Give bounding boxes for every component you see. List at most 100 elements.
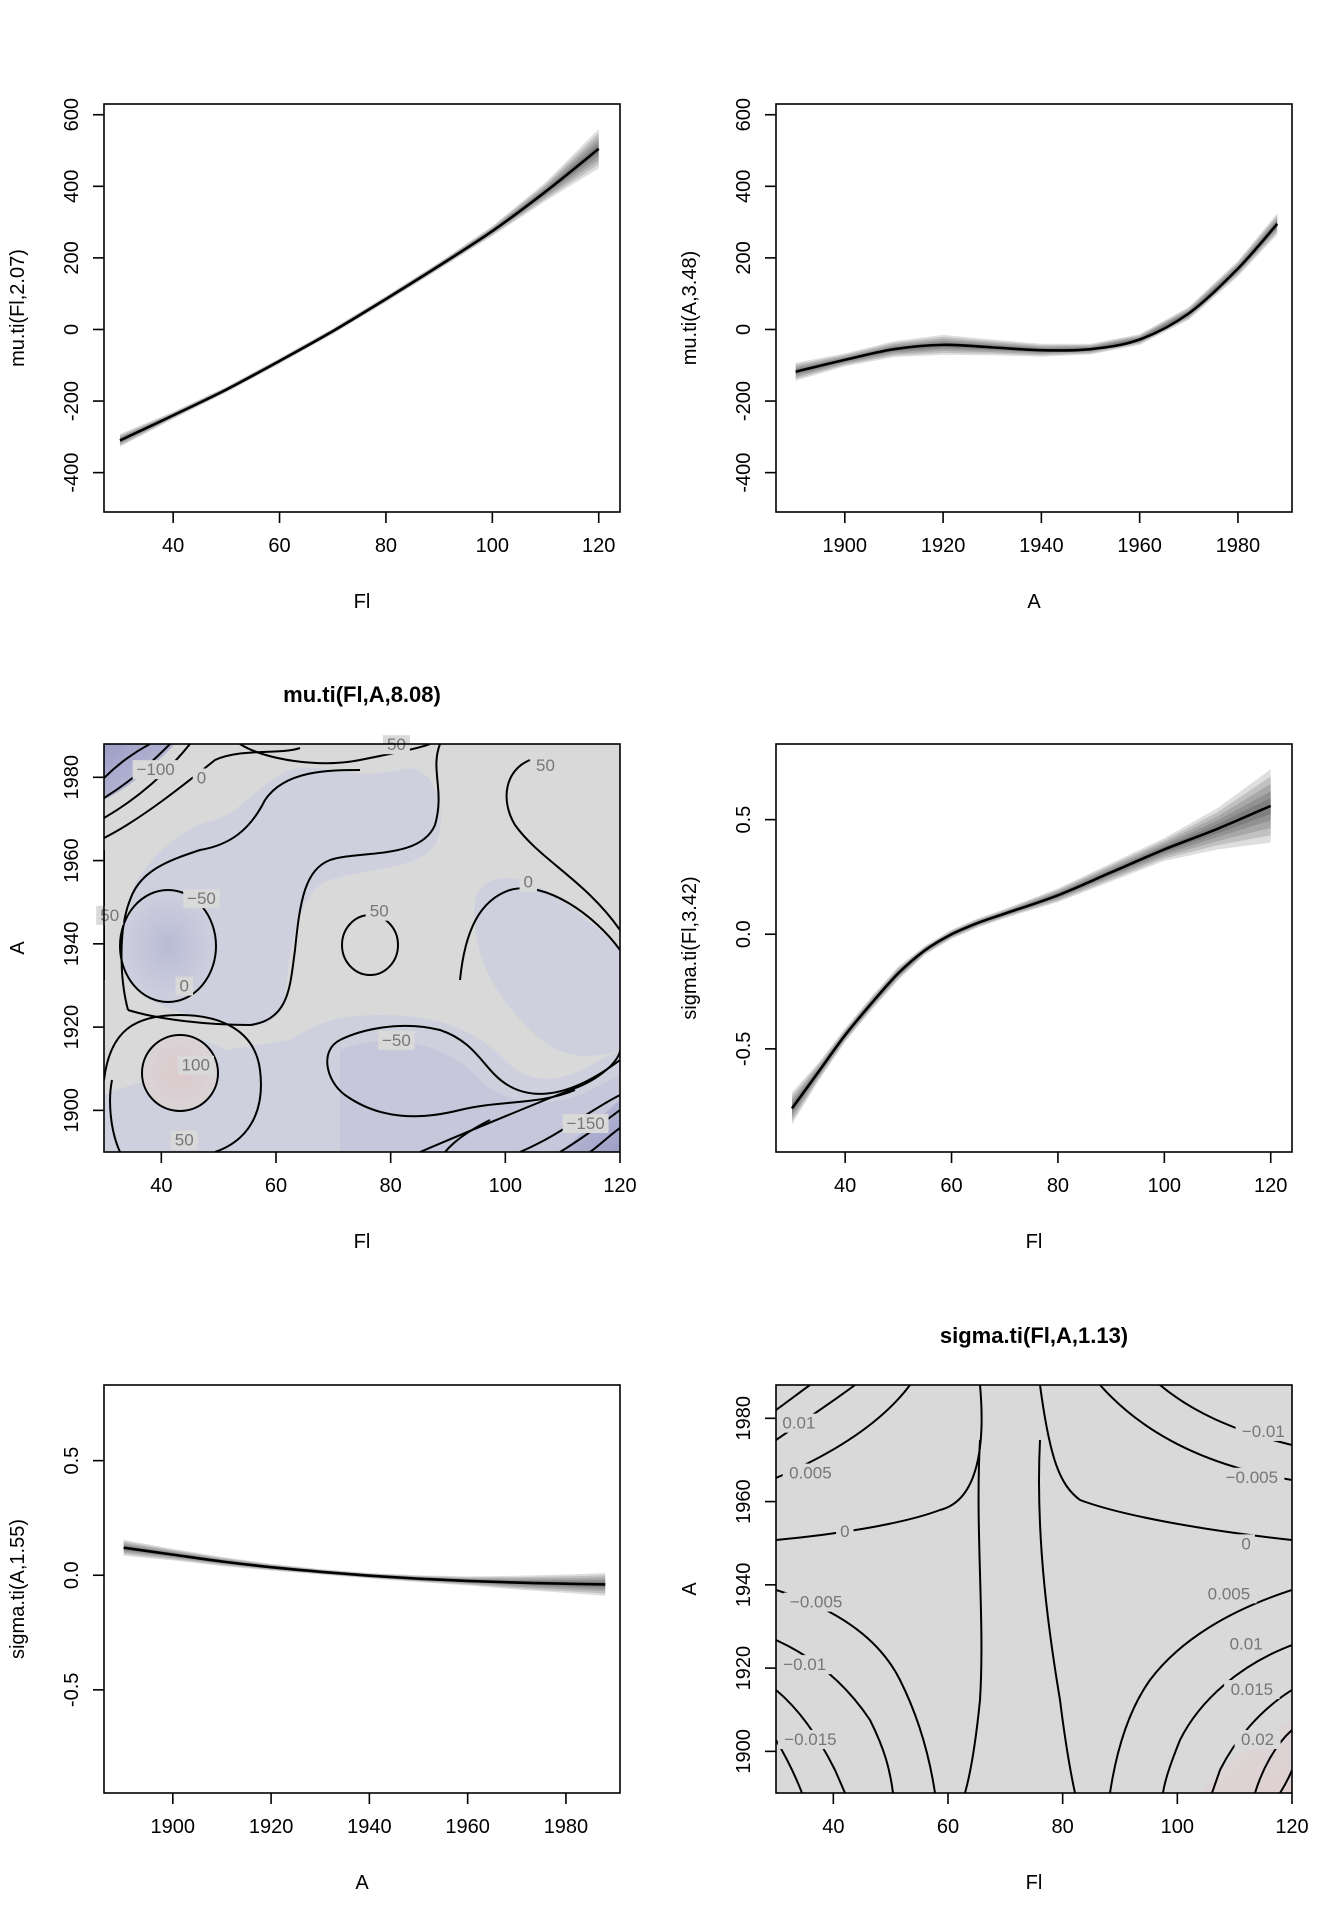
mean-curve [123, 1546, 606, 1586]
contour-label-bg [783, 1592, 849, 1612]
contour-label-bg [519, 872, 538, 892]
plot-frame [775, 1384, 1293, 1794]
y-tick-label: -400 [61, 453, 83, 493]
confidence-band [791, 769, 1271, 1125]
y-tick-label: 0 [61, 324, 83, 335]
x-tick-label: 100 [476, 535, 509, 557]
contour-label: 50 [536, 756, 555, 775]
x-axis: 1900 1920 1940 1960 1980 [151, 1793, 588, 1838]
x-tick-label: 1940 [1019, 535, 1064, 557]
x-tick-label: 60 [268, 535, 290, 557]
y-tick-label: -0.5 [733, 1032, 755, 1066]
y-tick-label: 400 [733, 170, 755, 203]
x-axis-label: A [355, 1872, 369, 1894]
y-tick-label: -0.5 [61, 1673, 83, 1707]
x-tick-label: 1920 [921, 535, 966, 557]
y-axis-label: mu.ti(Fl,2.07) [7, 249, 29, 367]
contour-label: 0.01 [782, 1414, 815, 1433]
contour-label: 0.005 [789, 1464, 832, 1483]
contour-label-bg [782, 1463, 839, 1483]
y-axis: 1900 1920 1940 1960 1980 [733, 1396, 776, 1774]
y-tick-label: 0.5 [733, 806, 755, 834]
panel-sigma-a: 1900 1920 1940 1960 1980 -0.5 0.0 0.5 A sigma.… [7, 1384, 621, 1894]
x-axis: 40 60 80 100 120 [822, 1793, 1309, 1838]
contour-label: −100 [136, 760, 174, 779]
y-axis-label: A [679, 1582, 701, 1596]
plot-frame [103, 1384, 621, 1794]
contour-label-bg [562, 1114, 609, 1134]
x-axis-label: Fl [354, 591, 371, 613]
panel-sigma-fl: 40 60 80 100 120 -0.5 0.0 0.5 Fl sigma.ti(Fl,3… [679, 743, 1293, 1253]
band-layer [791, 797, 1271, 1112]
contour-label: 0 [524, 873, 533, 892]
band-layer [791, 783, 1271, 1119]
band-layer [119, 129, 599, 447]
contour-label-bg [776, 1655, 833, 1675]
contour-label-bg [378, 1030, 415, 1050]
contour-label: 0 [197, 768, 206, 787]
contour-label: −50 [382, 1031, 411, 1050]
contour-label: 50 [100, 906, 119, 925]
contour-label-bg [1201, 1584, 1257, 1604]
mean-curve [119, 147, 600, 442]
y-axis: -400 -200 0 200 400 600 [733, 98, 776, 493]
band-layer [119, 144, 599, 442]
confidence-band [123, 1539, 606, 1596]
contour-label: 0.01 [1230, 1634, 1263, 1653]
plot-frame [775, 743, 1293, 1153]
x-tick-label: 80 [375, 535, 397, 557]
contour-label-bg [96, 905, 124, 925]
band-layer [795, 213, 1278, 381]
contour-label-bg [1223, 1634, 1270, 1654]
contour-label: −150 [566, 1114, 604, 1133]
contour-label-bg [365, 901, 393, 921]
contour-label-bg [1224, 1680, 1280, 1700]
contour-label: −0.015 [784, 1730, 836, 1749]
x-tick-label: 40 [834, 1175, 856, 1197]
y-tick-label: -200 [61, 381, 83, 421]
plot-frame [103, 743, 621, 1153]
contour-label-bg [177, 1055, 214, 1075]
y-tick-label: 1980 [733, 1396, 755, 1441]
x-tick-label: 80 [1047, 1175, 1069, 1197]
x-tick-label: 80 [1052, 1816, 1074, 1838]
y-tick-label: 1940 [61, 922, 83, 967]
contour-label: −0.01 [783, 1655, 826, 1674]
y-tick-label: 1960 [61, 838, 83, 883]
band-layer [795, 215, 1278, 379]
y-tick-label: 1940 [733, 1563, 755, 1608]
panel-title: sigma.ti(Fl,A,1.13) [940, 1323, 1128, 1348]
x-tick-label: 40 [162, 535, 184, 557]
contour-label: −0.01 [1242, 1422, 1285, 1441]
mean-curve [795, 223, 1279, 373]
panel-title: mu.ti(Fl,A,8.08) [283, 682, 441, 707]
y-axis-label: A [7, 941, 29, 955]
x-tick-label: 1900 [823, 535, 868, 557]
band-layer [119, 140, 599, 443]
x-tick-label: 120 [1254, 1175, 1287, 1197]
contour-label: 0.005 [1208, 1584, 1251, 1603]
contour-label: −50 [187, 889, 216, 908]
y-tick-label: 1980 [61, 755, 83, 800]
contour-label-bg [775, 1413, 822, 1433]
x-tick-label: 1960 [1117, 535, 1162, 557]
contour-label: −0.005 [790, 1593, 842, 1612]
band-layer [791, 769, 1271, 1125]
contour-label: 0 [180, 977, 189, 996]
plot-frame [103, 103, 621, 513]
x-tick-label: 120 [582, 535, 615, 557]
y-tick-label: 600 [61, 98, 83, 131]
y-tick-label: 200 [733, 241, 755, 274]
contour-label: 0.015 [1231, 1680, 1274, 1699]
y-tick-label: 0.0 [61, 1561, 83, 1589]
y-tick-label: 600 [733, 98, 755, 131]
contour-label-bg [836, 1521, 854, 1541]
y-axis: -0.5 0.0 0.5 [61, 1447, 104, 1707]
band-layer [123, 1542, 606, 1592]
x-tick-label: 1920 [249, 1816, 294, 1838]
panel-sigma-fl-a-contour: sigma.ti(Fl,A,1.13) 0.01 −0.010.005 −0 [679, 1323, 1309, 1894]
band-layer [119, 136, 599, 445]
confidence-band [119, 129, 599, 447]
x-axis-label: Fl [354, 1231, 371, 1253]
